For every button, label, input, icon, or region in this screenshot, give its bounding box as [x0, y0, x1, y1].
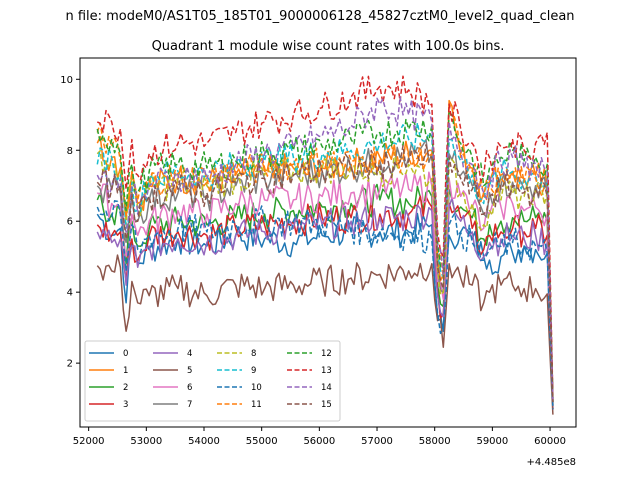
legend-label-2: 2 — [123, 383, 128, 393]
x-tick-label: 56000 — [303, 436, 335, 447]
legend-label-4: 4 — [187, 349, 192, 359]
x-tick-label: 60000 — [534, 436, 566, 447]
x-tick-label: 52000 — [73, 436, 105, 447]
legend-label-7: 7 — [187, 400, 192, 410]
legend-label-6: 6 — [187, 383, 192, 393]
y-tick-label: 4 — [67, 288, 73, 299]
legend-label-3: 3 — [123, 400, 128, 410]
legend-label-9: 9 — [251, 366, 256, 376]
chart-title: Quadrant 1 module wise count rates with … — [152, 39, 505, 54]
y-tick-label: 2 — [67, 359, 73, 370]
legend-label-0: 0 — [123, 349, 128, 359]
x-tick-label: 59000 — [476, 436, 508, 447]
y-tick-label: 6 — [67, 217, 73, 228]
legend-label-10: 10 — [251, 383, 262, 393]
plot-area — [96, 75, 554, 415]
axes-frame — [79, 57, 577, 428]
x-offset-label: +4.485e8 — [526, 457, 576, 468]
x-tick-label: 57000 — [361, 436, 393, 447]
legend-label-13: 13 — [321, 366, 332, 376]
legend-label-14: 14 — [321, 383, 332, 393]
legend-label-8: 8 — [251, 349, 256, 359]
y-tick-label: 8 — [67, 146, 73, 157]
series-line-10 — [96, 200, 554, 410]
x-axis: 52000 53000 54000 55000 56000 57000 58000 59000… — [73, 427, 566, 447]
x-tick-label: 54000 — [188, 436, 220, 447]
series-line-3 — [96, 195, 554, 410]
series-line-13 — [96, 75, 554, 399]
series-line-4 — [96, 197, 554, 410]
y-tick-label: 10 — [60, 75, 73, 86]
legend-label-5: 5 — [187, 366, 192, 376]
legend-label-1: 1 — [123, 366, 128, 376]
figure-suptitle: n file: modeM0/AS1T05_185T01_9000006128_… — [65, 9, 574, 24]
x-tick-label: 53000 — [130, 436, 162, 447]
legend-label-15: 15 — [321, 400, 332, 410]
x-tick-label: 55000 — [246, 436, 278, 447]
x-tick-label: 58000 — [419, 436, 451, 447]
series-line-6 — [96, 171, 554, 406]
series-line-9 — [96, 121, 554, 403]
series-line-5 — [96, 254, 554, 415]
legend-label-12: 12 — [321, 349, 332, 359]
series-line-14 — [96, 95, 554, 403]
series-line-15 — [96, 144, 554, 403]
legend-frame — [84, 340, 341, 422]
y-axis: 2 4 6 8 10 — [60, 75, 80, 370]
legend-label-11: 11 — [251, 400, 262, 410]
series-line-12 — [96, 110, 554, 399]
